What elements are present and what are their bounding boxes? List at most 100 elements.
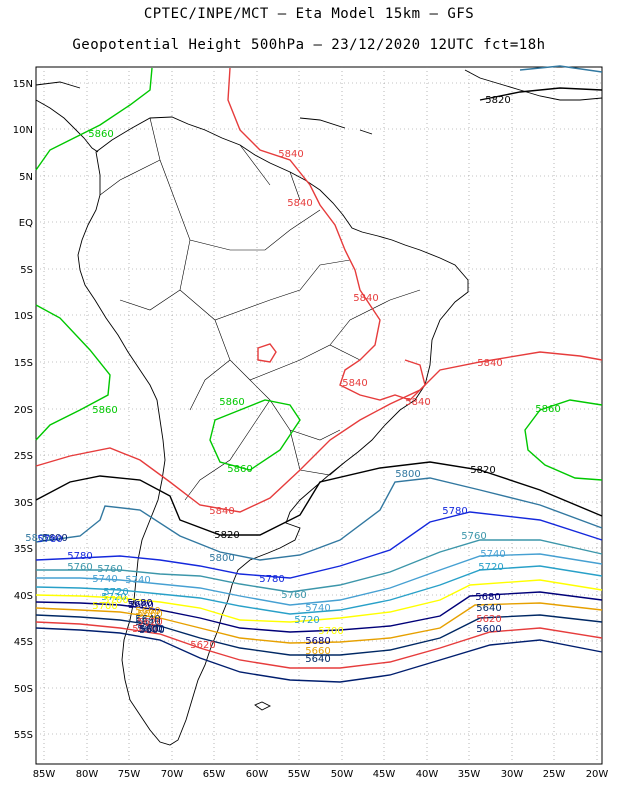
contour-label-5860: 5860 — [92, 405, 117, 416]
contour-5860-bolivia — [209, 399, 301, 471]
contour-label-5820: 5820 — [214, 530, 239, 541]
contour-label-5640: 5640 — [305, 654, 330, 665]
country-borders — [99, 117, 421, 501]
contour-label-5760: 5760 — [281, 590, 306, 601]
contour-label-5820: 5820 — [485, 95, 510, 106]
longitude-label: 50W — [331, 769, 354, 780]
contour-label-5700: 5700 — [92, 601, 117, 612]
contour-label-5720: 5720 — [478, 562, 503, 573]
contour-label-5840: 5840 — [477, 358, 502, 369]
caribbean-islands — [35, 81, 373, 135]
contour-label-5720: 5720 — [103, 587, 128, 598]
contour-label-5740: 5740 — [305, 603, 330, 614]
contour-label-5600: 5600 — [139, 624, 164, 635]
contour-label-layer: 5820 5860 5840 5840 5840 5840 5840 5840 5860 5860… — [25, 95, 560, 665]
contour-5740 — [36, 553, 603, 606]
longitude-label: 65W — [203, 769, 226, 780]
longitude-label: 70W — [161, 769, 184, 780]
contour-label-5700: 5700 — [103, 595, 128, 606]
contour-label-5740: 5740 — [125, 575, 150, 586]
contour-5600 — [35, 627, 603, 683]
contour-label-5860: 5860 — [535, 404, 560, 415]
contour-label-5840: 5840 — [287, 198, 312, 209]
longitude-label: 25W — [543, 769, 566, 780]
contour-label-5740: 5740 — [92, 574, 117, 585]
contour-label-5620: 5620 — [137, 617, 162, 628]
contour-label-5840: 5840 — [405, 397, 430, 408]
longitude-label: 30W — [501, 769, 524, 780]
contour-label-5800: 5800 — [395, 469, 420, 480]
contour-label-5680: 5680 — [475, 592, 500, 603]
contour-label-5680: 5680 — [305, 636, 330, 647]
longitude-label: 60W — [246, 769, 269, 780]
contour-label-5660: 5660 — [305, 646, 330, 657]
contour-label-5780: 5780 — [442, 506, 467, 517]
latitude-label: 55S — [14, 730, 33, 741]
contour-5820-north — [479, 87, 603, 101]
contour-5840 — [35, 351, 603, 513]
contour-label-5780: 5780 — [259, 574, 284, 585]
latitude-label: EQ — [19, 218, 33, 229]
contour-label-5680: 5680 — [128, 600, 153, 611]
contour-5800 — [35, 477, 603, 561]
contour-5800-north — [519, 65, 603, 73]
latitude-label: 20S — [14, 405, 33, 416]
height-contours — [35, 65, 603, 683]
contour-label-5740: 5740 — [480, 549, 505, 560]
longitude-label: 45W — [373, 769, 396, 780]
falkland-islands — [254, 701, 272, 711]
latitude-label: 45S — [14, 637, 33, 648]
contour-label-5600: 5600 — [476, 624, 501, 635]
contour-label-5780: 5780 — [67, 551, 92, 562]
latitude-label: 10S — [14, 311, 33, 322]
contour-5760 — [36, 539, 603, 593]
contour-label-5840: 5840 — [342, 378, 367, 389]
south-america-coast — [77, 116, 469, 746]
contour-5680 — [35, 591, 603, 633]
longitude-label: 55W — [288, 769, 311, 780]
map-frame — [35, 66, 603, 765]
africa-coast — [464, 69, 603, 101]
contour-5860-east — [524, 399, 603, 481]
contour-label-5640: 5640 — [135, 617, 160, 628]
contour-5620 — [35, 621, 603, 669]
contour-label-5660: 5660 — [137, 609, 162, 620]
map-subtitle: Geopotential Height 500hPa – 23/12/2020 … — [72, 37, 546, 53]
contour-label-5840: 5840 — [353, 293, 378, 304]
latitude-label: 30S — [14, 498, 33, 509]
latitude-label: 15N — [13, 79, 33, 90]
contour-label-5600: 5600 — [139, 625, 164, 636]
longitude-label: 40W — [416, 769, 439, 780]
contour-5860-north — [35, 67, 153, 171]
contour-5660 — [35, 602, 603, 644]
latitude-label: 5S — [20, 265, 33, 276]
contour-label-5840: 5840 — [278, 149, 303, 160]
latitude-label: 35S — [14, 544, 33, 555]
longitude-labels: 85W 80W 75W 70W 65W 60W 55W 50W 45W 40W 35W 30W 25W 2… — [33, 769, 609, 780]
contour-label-5720: 5720 — [101, 592, 126, 603]
contour-5860 — [35, 304, 111, 441]
contour-5840-blob — [257, 343, 277, 363]
latitude-label: 25S — [14, 451, 33, 462]
contour-5640 — [35, 614, 603, 656]
longitude-label: 85W — [33, 769, 56, 780]
contour-label-5720: 5720 — [294, 615, 319, 626]
contour-5720 — [35, 565, 603, 615]
contour-label-5760: 5760 — [97, 564, 122, 575]
contour-label-5760: 5760 — [67, 562, 92, 573]
contour-label-5760: 5760 — [461, 531, 486, 542]
contour-5780 — [35, 511, 603, 579]
latitude-label: 50S — [14, 684, 33, 695]
contour-label-5780: 5780 — [37, 534, 62, 545]
contour-label-5820: 5820 — [470, 465, 495, 476]
latitude-label: 5N — [19, 172, 33, 183]
central-america-coast — [35, 99, 99, 153]
contour-label-5620: 5620 — [476, 614, 501, 625]
map-title: CPTEC/INPE/MCT – Eta Model 15km – GFS — [143, 6, 475, 22]
contour-label-5600: 5600 — [42, 533, 67, 544]
longitude-label: 75W — [118, 769, 141, 780]
contour-label-5620: 5620 — [132, 624, 157, 635]
contour-label-5640: 5640 — [135, 614, 160, 625]
contour-label-5860: 5860 — [219, 397, 244, 408]
contour-label-5640: 5640 — [476, 603, 501, 614]
